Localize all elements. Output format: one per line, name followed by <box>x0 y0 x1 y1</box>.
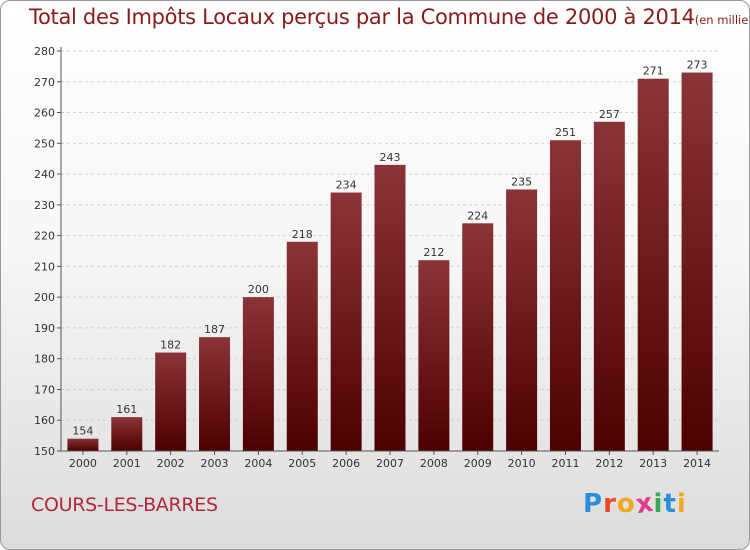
chart-title: Total des Impôts Locaux perçus par la Co… <box>29 5 749 29</box>
y-tick-label: 270 <box>34 76 55 89</box>
bar-value-label: 224 <box>467 209 488 222</box>
bar-value-label: 235 <box>511 175 532 188</box>
bar-2012 <box>593 121 625 452</box>
x-tick-label: 2009 <box>464 457 492 470</box>
bar-value-label: 218 <box>292 228 313 241</box>
logo-letter: o <box>616 489 636 519</box>
bar-value-label: 251 <box>555 126 576 139</box>
title-unit: (en milliers d'€) <box>694 13 749 27</box>
bar-value-label: 154 <box>72 425 93 438</box>
y-tick-label: 190 <box>34 322 55 335</box>
x-tick-label: 2000 <box>69 457 97 470</box>
bar-2010 <box>506 189 538 451</box>
logo-letter: i <box>676 489 687 519</box>
bar-2006 <box>330 192 362 452</box>
bar-2002 <box>155 352 187 451</box>
bar-2008 <box>418 260 450 451</box>
logo-letter: i <box>653 489 664 519</box>
y-tick-label: 280 <box>34 45 55 58</box>
logo-letter: P <box>583 489 604 519</box>
bar-2014 <box>681 72 713 452</box>
title-text: Total des Impôts Locaux perçus par la Co… <box>29 5 695 29</box>
bar-2001 <box>111 417 143 451</box>
bar-value-label: 243 <box>380 151 401 164</box>
bar-2007 <box>374 164 406 451</box>
x-tick-label: 2005 <box>288 457 316 470</box>
bar-value-label: 161 <box>116 403 137 416</box>
x-tick-label: 2004 <box>244 457 272 470</box>
y-tick-label: 250 <box>34 137 55 150</box>
x-tick-label: 2012 <box>595 457 623 470</box>
bar-value-label: 200 <box>248 283 269 296</box>
commune-name: COURS-LES-BARRES <box>31 494 218 516</box>
x-tick-label: 2003 <box>201 457 229 470</box>
x-tick-label: 2014 <box>683 457 711 470</box>
x-tick-label: 2007 <box>376 457 404 470</box>
x-tick-label: 2002 <box>157 457 185 470</box>
y-tick-label: 210 <box>34 260 55 273</box>
x-tick-label: 2006 <box>332 457 360 470</box>
bar-2004 <box>242 297 274 451</box>
x-tick-label: 2010 <box>508 457 536 470</box>
bar-value-label: 182 <box>160 339 181 352</box>
bar-value-label: 234 <box>336 179 357 192</box>
bar-value-label: 187 <box>204 323 225 336</box>
bar-2013 <box>637 78 669 451</box>
y-tick-label: 170 <box>34 383 55 396</box>
bar-2009 <box>462 223 494 451</box>
bar-value-label: 257 <box>599 108 620 121</box>
x-tick-label: 2001 <box>113 457 141 470</box>
x-tick-label: 2011 <box>551 457 579 470</box>
bar-value-label: 212 <box>423 246 444 259</box>
bar-value-label: 271 <box>643 65 664 78</box>
y-tick-label: 260 <box>34 107 55 120</box>
logo-letter: r <box>603 489 617 519</box>
y-tick-label: 200 <box>34 291 55 304</box>
logo-letter: t <box>663 489 677 519</box>
bar-value-label: 273 <box>687 59 708 72</box>
x-tick-label: 2013 <box>639 457 667 470</box>
y-tick-label: 240 <box>34 168 55 181</box>
y-tick-label: 230 <box>34 199 55 212</box>
y-tick-label: 180 <box>34 353 55 366</box>
y-tick-label: 150 <box>34 445 55 458</box>
bar-2003 <box>199 337 231 451</box>
y-tick-label: 220 <box>34 230 55 243</box>
bar-2011 <box>549 140 581 451</box>
y-tick-label: 160 <box>34 414 55 427</box>
bar-2005 <box>286 241 318 451</box>
bar-2000 <box>67 438 99 451</box>
proxiti-logo: Proxiti <box>583 488 687 521</box>
x-tick-label: 2008 <box>420 457 448 470</box>
